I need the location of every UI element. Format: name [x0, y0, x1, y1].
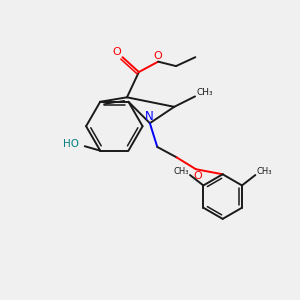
Text: O: O — [113, 47, 122, 57]
Text: CH₃: CH₃ — [196, 88, 213, 98]
Text: CH₃: CH₃ — [173, 167, 189, 176]
Text: HO: HO — [63, 139, 79, 149]
Text: O: O — [154, 51, 163, 61]
Text: O: O — [193, 171, 202, 181]
Text: N: N — [145, 110, 154, 123]
Text: CH₃: CH₃ — [256, 167, 272, 176]
